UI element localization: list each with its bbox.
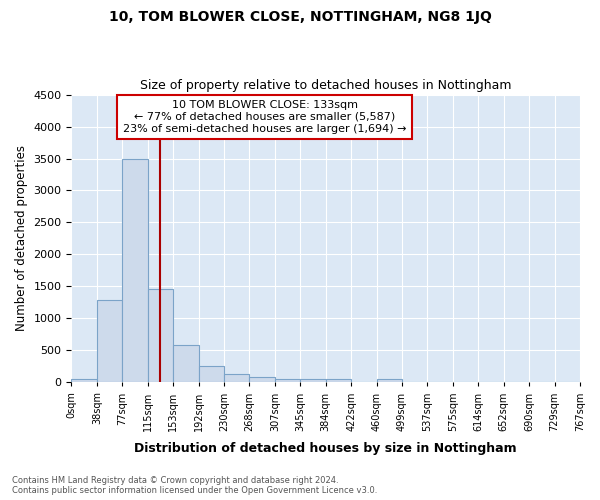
Bar	[97, 300, 122, 382]
X-axis label: Distribution of detached houses by size in Nottingham: Distribution of detached houses by size …	[134, 442, 517, 455]
Text: Contains HM Land Registry data © Crown copyright and database right 2024.
Contai: Contains HM Land Registry data © Crown c…	[12, 476, 377, 495]
Bar	[224, 374, 250, 382]
Bar	[199, 366, 224, 382]
Text: 10 TOM BLOWER CLOSE: 133sqm
← 77% of detached houses are smaller (5,587)
23% of : 10 TOM BLOWER CLOSE: 133sqm ← 77% of det…	[123, 100, 406, 134]
Bar	[300, 379, 326, 382]
Bar	[122, 158, 148, 382]
Bar	[250, 377, 275, 382]
Bar	[173, 346, 199, 383]
Bar	[326, 379, 351, 382]
Bar	[148, 289, 173, 382]
Bar	[71, 379, 97, 382]
Bar	[275, 379, 300, 382]
Bar	[377, 379, 402, 382]
Text: 10, TOM BLOWER CLOSE, NOTTINGHAM, NG8 1JQ: 10, TOM BLOWER CLOSE, NOTTINGHAM, NG8 1J…	[109, 10, 491, 24]
Y-axis label: Number of detached properties: Number of detached properties	[15, 146, 28, 332]
Title: Size of property relative to detached houses in Nottingham: Size of property relative to detached ho…	[140, 79, 511, 92]
